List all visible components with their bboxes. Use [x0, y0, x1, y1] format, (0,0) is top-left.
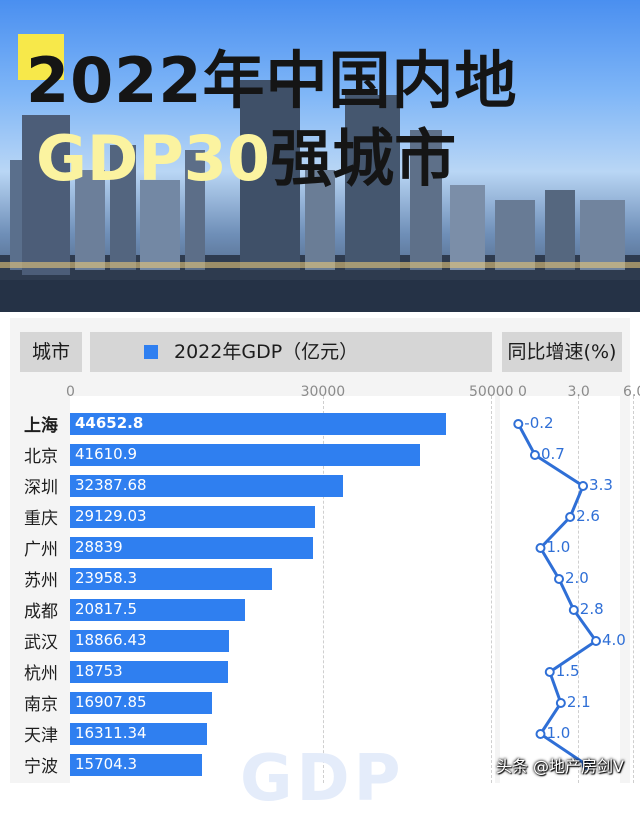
growth-value-label: 2.1	[566, 693, 591, 711]
gdp-value-label: 32387.68	[75, 476, 147, 494]
title-line1: 2022年中国内地	[26, 44, 518, 117]
gdp-value-label: 15704.3	[75, 755, 138, 773]
growth-tick-label: 3.0	[567, 384, 590, 400]
growth-point	[591, 636, 601, 646]
growth-value-label: -0.2	[524, 414, 554, 432]
gdp-bar	[70, 506, 316, 528]
gdp-tick-label: 50000	[469, 384, 514, 400]
header-city: 城市	[20, 332, 82, 372]
city-label: 武汉	[24, 633, 58, 653]
growth-point	[535, 543, 546, 553]
growth-point	[554, 574, 564, 584]
growth-point	[581, 760, 592, 770]
gdp-value-label: 18866.43	[75, 631, 147, 649]
gdp-tick-label: 0	[66, 384, 75, 400]
gdp-bar	[70, 413, 446, 435]
gdp-bar	[70, 723, 208, 745]
gdp-bar	[70, 754, 203, 776]
gdp-value-label: 16311.34	[75, 724, 147, 742]
gdp-gridline	[491, 396, 493, 783]
growth-point	[535, 729, 546, 739]
city-label: 上海	[24, 416, 58, 436]
growth-value-label: 1.5	[555, 662, 580, 680]
city-label: 天津	[24, 726, 58, 746]
background-watermark: GDP	[240, 742, 405, 816]
title-line2: GDP30强城市	[36, 108, 456, 198]
gdp-value-label: 20817.5	[75, 600, 138, 618]
growth-point	[568, 605, 579, 615]
city-label: 深圳	[24, 478, 58, 498]
growth-gridline	[577, 396, 579, 783]
title-rest: 强城市	[270, 122, 457, 195]
growth-point	[513, 419, 524, 429]
growth-plot-area	[500, 396, 620, 783]
city-skyline-image	[0, 80, 640, 312]
gdp-value-label: 16907.85	[75, 693, 147, 711]
city-label: 北京	[24, 447, 58, 467]
city-label: 苏州	[24, 571, 58, 591]
header-gdp-label: 2022年GDP（亿元）	[174, 341, 359, 363]
source-credit: 头条 @地产房剑V	[495, 757, 624, 776]
gdp-value-label: 44652.8	[75, 414, 144, 432]
gdp-tick-label: 30000	[300, 384, 346, 400]
growth-series-line	[516, 423, 599, 767]
growth-point	[544, 667, 555, 677]
growth-point	[529, 450, 540, 460]
header-gdp: 2022年GDP（亿元）	[90, 332, 492, 372]
gdp-bar	[70, 692, 213, 714]
growth-value-label: 1.0	[546, 538, 571, 556]
gdp-bar	[70, 661, 228, 683]
growth-value-label: 2.6	[576, 507, 600, 525]
city-label: 广州	[24, 540, 58, 560]
gdp-bar	[70, 537, 313, 559]
gdp-value-label: 41610.9	[75, 445, 138, 463]
growth-value-label: 1.0	[546, 724, 571, 742]
growth-value-label: 2.8	[579, 600, 604, 618]
growth-line-chart	[513, 419, 601, 770]
growth-value-label: 3.3	[589, 476, 613, 494]
gdp-bar	[70, 599, 246, 621]
gdp-bar	[70, 568, 272, 590]
gdp-value-label: 29129.03	[75, 507, 147, 525]
city-label: 重庆	[24, 509, 58, 529]
growth-value-label: 2.0	[565, 569, 589, 587]
gdp-value-label: 28839	[75, 538, 123, 556]
gdp-gridline	[322, 396, 324, 783]
gdp-value-label: 18753	[75, 662, 123, 680]
city-label: 宁波	[24, 757, 58, 777]
growth-tick-label: 0	[518, 384, 527, 400]
header-growth: 同比增速(%)	[502, 332, 622, 372]
gdp-bar	[70, 444, 421, 466]
growth-tick-label: 6.0	[623, 384, 640, 400]
gdp-bar	[70, 630, 229, 652]
growth-point	[578, 481, 589, 491]
gdp-bar	[70, 475, 343, 497]
growth-point	[555, 698, 566, 708]
growth-value-label: 4.0	[602, 631, 626, 649]
gdp-value-label: 23958.3	[75, 569, 138, 587]
accent-square	[18, 34, 64, 80]
city-label: 杭州	[24, 664, 58, 684]
title-banner: 2022年中国内地 GDP30强城市	[0, 0, 640, 312]
city-label: 南京	[24, 695, 58, 715]
legend-swatch	[144, 345, 158, 359]
growth-point	[565, 512, 576, 522]
title-highlight: GDP30	[36, 122, 271, 195]
growth-value-label: 0.7	[540, 445, 565, 463]
growth-gridline	[633, 396, 634, 783]
city-label: 成都	[24, 602, 58, 622]
